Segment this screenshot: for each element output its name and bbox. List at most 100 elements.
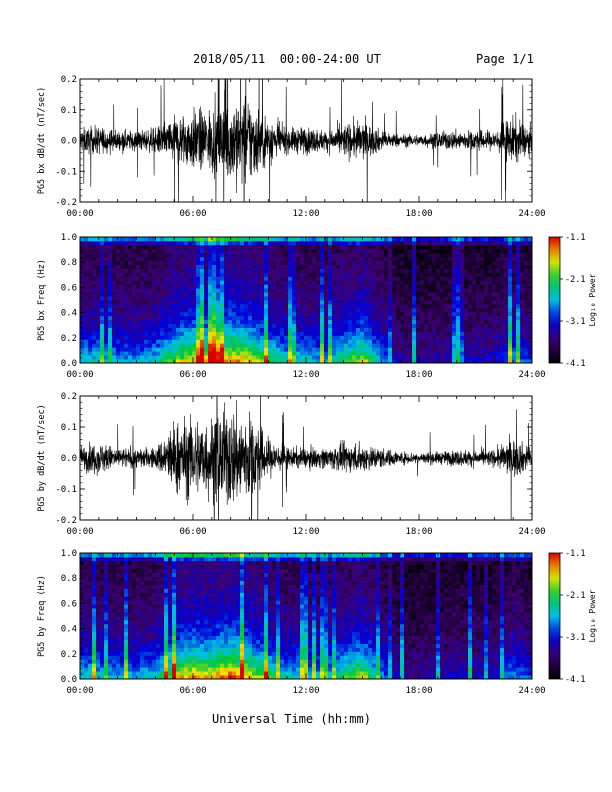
heatmap-cell	[348, 296, 353, 301]
heatmap-cell	[156, 252, 161, 258]
heatmap-cell	[144, 327, 149, 332]
heatmap-cell	[392, 323, 397, 328]
heatmap-cell	[152, 604, 157, 609]
heatmap-cell	[440, 315, 445, 321]
heatmap-cell	[144, 347, 149, 352]
heatmap-cell	[196, 643, 201, 648]
heatmap-cell	[224, 315, 229, 321]
heatmap-cell	[176, 315, 181, 321]
heatmap-cell	[336, 355, 341, 360]
heatmap-cell	[132, 252, 137, 258]
heatmap-cell	[324, 276, 329, 281]
heatmap-cell	[112, 639, 117, 644]
heatmap-cell	[132, 335, 137, 340]
heatmap-cell	[472, 244, 477, 250]
heatmap-cell	[180, 584, 185, 589]
heatmap-cell	[432, 284, 437, 289]
heatmap-cell	[268, 335, 273, 340]
heatmap-cell	[92, 659, 97, 664]
heatmap-cell	[424, 307, 429, 313]
heatmap-cell	[328, 296, 333, 301]
heatmap-cell	[132, 296, 137, 301]
heatmap-cell	[196, 311, 201, 317]
heatmap-cell	[276, 335, 281, 340]
heatmap-cell	[512, 315, 517, 321]
heatmap-cell	[404, 339, 409, 344]
heatmap-cell	[352, 240, 357, 246]
heatmap-cell	[452, 296, 457, 301]
heatmap-cell	[120, 248, 125, 254]
heatmap-cell	[176, 600, 181, 605]
heatmap-cell	[188, 564, 193, 570]
heatmap-cell	[80, 564, 85, 570]
heatmap-cell	[80, 580, 85, 585]
heatmap-cell	[312, 264, 317, 269]
heatmap-cell	[128, 580, 133, 585]
heatmap-cell	[80, 675, 85, 680]
heatmap-cell	[112, 335, 117, 340]
heatmap-cell	[372, 315, 377, 321]
heatmap-cell	[224, 323, 229, 328]
heatmap-cell	[216, 355, 221, 360]
heatmap-cell	[200, 339, 205, 344]
heatmap-cell	[464, 335, 469, 340]
heatmap-cell	[236, 359, 241, 364]
heatmap-cell	[88, 319, 93, 325]
heatmap-cell	[416, 264, 421, 269]
heatmap-cell	[216, 264, 221, 269]
heatmap-cell	[88, 264, 93, 269]
heatmap-cell	[252, 296, 257, 301]
heatmap-cell	[80, 296, 85, 301]
heatmap-cell	[220, 272, 225, 277]
heatmap-cell	[92, 612, 97, 617]
heatmap-cell	[412, 284, 417, 289]
heatmap-cell	[320, 307, 325, 313]
heatmap-cell	[248, 303, 253, 309]
heatmap-cell	[164, 639, 169, 644]
heatmap-cell	[104, 240, 109, 246]
heatmap-cell	[116, 584, 121, 589]
heatmap-cell	[404, 303, 409, 309]
heatmap-cell	[300, 331, 305, 336]
heatmap-cell	[220, 339, 225, 344]
heatmap-cell	[404, 272, 409, 277]
heatmap-cell	[260, 355, 265, 360]
heatmap-cell	[232, 339, 237, 344]
heatmap-cell	[492, 311, 497, 317]
heatmap-cell	[208, 292, 213, 297]
heatmap-cell	[384, 307, 389, 313]
heatmap-cell	[192, 323, 197, 328]
heatmap-cell	[160, 659, 165, 664]
heatmap-cell	[392, 300, 397, 305]
heatmap-cell	[156, 588, 161, 593]
heatmap-cell	[176, 592, 181, 597]
heatmap-cell	[528, 327, 533, 332]
heatmap-cell	[204, 244, 209, 250]
heatmap-cell	[488, 335, 493, 340]
heatmap-cell	[236, 303, 241, 309]
heatmap-cell	[416, 323, 421, 328]
heatmap-cell	[228, 300, 233, 305]
heatmap-cell	[148, 592, 153, 597]
heatmap-cell	[196, 663, 201, 668]
heatmap-cell	[260, 351, 265, 356]
heatmap-cell	[104, 335, 109, 340]
heatmap-cell	[164, 635, 169, 641]
heatmap-cell	[372, 264, 377, 269]
heatmap-cell	[352, 327, 357, 332]
heatmap-cell	[212, 256, 217, 262]
heatmap-cell	[204, 240, 209, 246]
heatmap-cell	[492, 272, 497, 277]
heatmap-cell	[108, 303, 113, 309]
heatmap-cell	[156, 307, 161, 313]
heatmap-cell	[400, 244, 405, 250]
heatmap-cell	[108, 311, 113, 317]
heatmap-cell	[424, 264, 429, 269]
heatmap-cell	[272, 296, 277, 301]
heatmap-cell	[148, 635, 153, 641]
heatmap-cell	[216, 323, 221, 328]
heatmap-cell	[204, 619, 209, 625]
heatmap-cell	[188, 663, 193, 668]
heatmap-cell	[284, 359, 289, 364]
heatmap-cell	[192, 643, 197, 648]
